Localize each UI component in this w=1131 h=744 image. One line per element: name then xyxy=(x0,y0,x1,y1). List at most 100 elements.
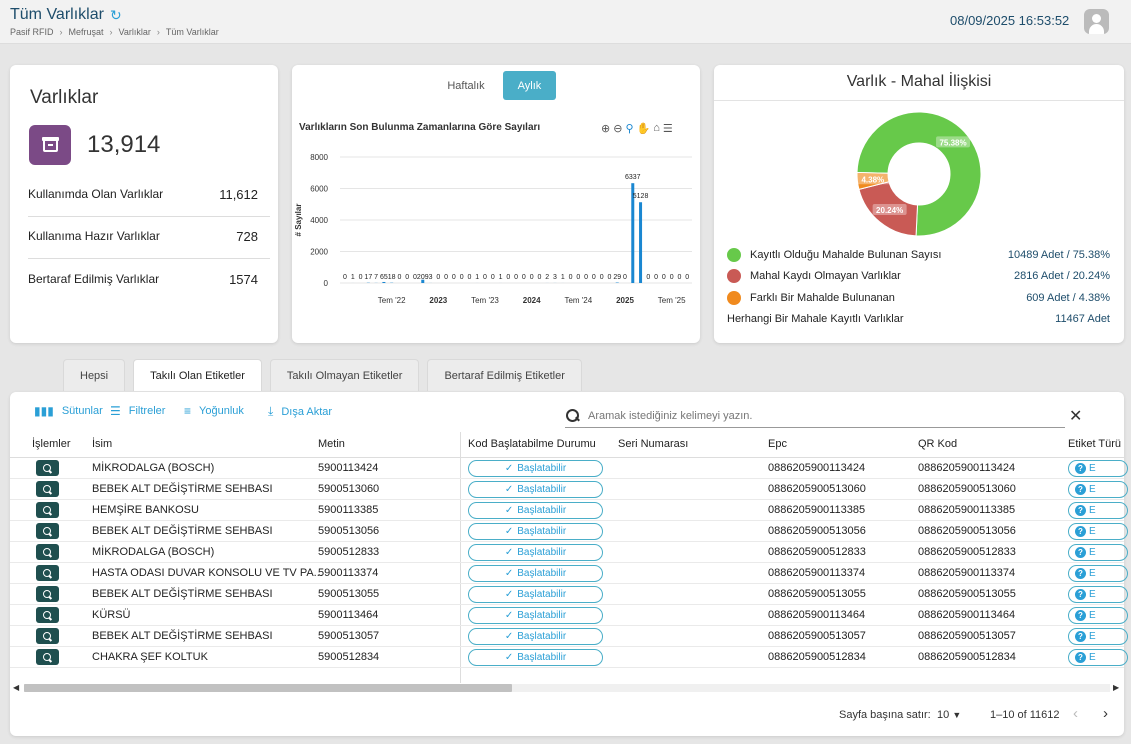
monthly-tab[interactable]: Aylık xyxy=(503,71,556,100)
view-details-button[interactable] xyxy=(36,523,59,539)
next-page-icon[interactable]: › xyxy=(1103,705,1108,722)
zoom-out-icon[interactable]: ⊖ xyxy=(613,123,623,135)
column-header[interactable]: Etiket Türü xyxy=(1068,438,1121,450)
density-button[interactable]: ≡ Yoğunluk xyxy=(184,404,244,418)
search-input[interactable] xyxy=(588,409,1048,422)
bar-data-label: 29 xyxy=(613,274,621,281)
stat-label: Kullanıma Hazır Varlıklar xyxy=(28,229,160,243)
table-row[interactable]: MİKRODALGA (BOSCH) 5900113424 ✓ Başlatabili… xyxy=(10,458,1128,479)
horizontal-scrollbar[interactable]: ◀ ▶ xyxy=(10,681,1124,695)
avatar-icon[interactable] xyxy=(1084,9,1109,34)
column-header[interactable]: Epc xyxy=(768,438,787,450)
bar[interactable] xyxy=(631,183,635,283)
svg-text:4.38%: 4.38% xyxy=(861,175,884,184)
weekly-tab[interactable]: Haftalık xyxy=(447,80,485,92)
column-header[interactable]: QR Kod xyxy=(918,438,958,450)
donut-slice[interactable] xyxy=(856,111,982,237)
stat-value: 728 xyxy=(236,228,258,244)
column-header[interactable]: İşlemler xyxy=(32,438,71,450)
bar[interactable] xyxy=(382,281,386,283)
donut-slice-label: 20.24% xyxy=(872,204,907,216)
bar[interactable] xyxy=(639,202,643,283)
table-row[interactable]: BEBEK ALT DEĞİŞTİRME SEHBASI 5900513056 ✓ B… xyxy=(10,521,1128,542)
view-details-button[interactable] xyxy=(36,649,59,665)
check-icon: ✓ xyxy=(504,568,514,579)
status-badge: ✓ Başlatabilir xyxy=(468,607,603,624)
view-details-button[interactable] xyxy=(36,460,59,476)
bar[interactable] xyxy=(421,279,425,283)
scrollbar-thumb[interactable] xyxy=(24,684,512,692)
search-icon xyxy=(565,408,580,423)
search-icon xyxy=(43,463,52,473)
breadcrumb-item[interactable]: Pasif RFID xyxy=(10,27,54,37)
bar-data-label: 0 xyxy=(584,274,588,281)
prev-page-icon[interactable]: ‹ xyxy=(1073,705,1078,722)
pie-title: Varlık - Mahal İlişkisi xyxy=(846,73,992,90)
check-icon: ✓ xyxy=(504,631,514,642)
view-details-button[interactable] xyxy=(36,586,59,602)
search-icon xyxy=(43,484,52,494)
table-row[interactable]: CHAKRA ŞEF KOLTUK 5900512834 ✓ Başlatabilir… xyxy=(10,647,1128,668)
cell-name: MİKRODALGA (BOSCH) xyxy=(92,462,215,474)
tab-all[interactable]: Hepsi xyxy=(63,359,126,391)
table-row[interactable]: KÜRSÜ 5900113464 ✓ Başlatabilir 088620590011… xyxy=(10,605,1128,626)
magnifier-icon[interactable]: ⚲ xyxy=(625,123,634,135)
x-tick-label: Tem '23 xyxy=(471,296,499,305)
columns-button[interactable]: ▮▮▮ Sütunlar xyxy=(34,404,103,418)
search-icon xyxy=(43,568,52,578)
column-header[interactable]: İsim xyxy=(92,438,113,450)
divider xyxy=(28,216,270,217)
breadcrumb-item[interactable]: Varlıklar xyxy=(118,27,151,37)
bar-data-label: 6337 xyxy=(625,174,641,181)
donut-slice[interactable] xyxy=(856,172,890,191)
scroll-left-icon[interactable]: ◀ xyxy=(13,683,20,692)
question-icon: ? xyxy=(1075,526,1086,537)
filters-button[interactable]: ☰ Filtreler xyxy=(110,404,166,418)
bar-data-label: 5128 xyxy=(633,193,649,200)
pan-hand-icon[interactable]: ✋ xyxy=(636,123,651,135)
table-row[interactable]: HEMŞİRE BANKOSU 5900113385 ✓ Başlatabilir 08… xyxy=(10,500,1128,521)
view-details-button[interactable] xyxy=(36,481,59,497)
view-details-button[interactable] xyxy=(36,628,59,644)
view-details-button[interactable] xyxy=(36,544,59,560)
bar-data-label: 0 xyxy=(514,274,518,281)
column-header[interactable]: Metin xyxy=(318,438,345,450)
cell-qr: 0886205900513057 xyxy=(918,630,1016,642)
zoom-in-icon[interactable]: ⊕ xyxy=(601,123,611,135)
refresh-icon[interactable]: ↻ xyxy=(109,6,122,23)
clear-search-icon[interactable]: ✕ xyxy=(1069,408,1083,425)
breadcrumb-item[interactable]: Mefruşat xyxy=(68,27,104,37)
column-header[interactable]: Seri Numarası xyxy=(618,438,689,450)
search-bar xyxy=(565,404,1065,428)
tab-disposed[interactable]: Bertaraf Edilmiş Etiketler xyxy=(427,359,582,391)
table-row[interactable]: BEBEK ALT DEĞİŞTİRME SEHBASI 5900513060 ✓ B… xyxy=(10,479,1128,500)
view-details-button[interactable] xyxy=(36,502,59,518)
cell-text: 5900513057 xyxy=(318,630,380,642)
table-row[interactable]: BEBEK ALT DEĞİŞTİRME SEHBASI 5900513057 ✓ B… xyxy=(10,626,1128,647)
menu-icon[interactable]: ☰ xyxy=(662,123,673,135)
cell-qr: 0886205900113424 xyxy=(918,462,1016,474)
y-tick-label: 8000 xyxy=(310,153,328,162)
tab-attached[interactable]: Takılı Olan Etiketler xyxy=(133,359,262,391)
table-row[interactable]: BEBEK ALT DEĞİŞTİRME SEHBASI 5900513055 ✓ B… xyxy=(10,584,1128,605)
view-details-button[interactable] xyxy=(36,565,59,581)
bar-data-label: 0 xyxy=(677,274,681,281)
home-icon[interactable]: ⌂ xyxy=(653,122,660,134)
y-tick-label: 4000 xyxy=(310,216,328,225)
export-button[interactable]: ⤓ Dışa Aktar xyxy=(268,404,333,418)
tab-not-attached[interactable]: Takılı Olmayan Etiketler xyxy=(269,359,420,391)
scroll-right-icon[interactable]: ▶ xyxy=(1113,683,1120,692)
bar-data-label: 0 xyxy=(654,274,658,281)
view-details-button[interactable] xyxy=(36,607,59,623)
table-row[interactable]: MİKRODALGA (BOSCH) 5900512833 ✓ Başlatabili… xyxy=(10,542,1128,563)
cell-epc: 0886205900113385 xyxy=(768,504,866,516)
legend-value: 10489 Adet / 75.38% xyxy=(1007,249,1110,261)
scrollbar-track[interactable] xyxy=(24,684,1110,692)
cell-epc: 0886205900513057 xyxy=(768,630,866,642)
table-row[interactable]: HASTA ODASI DUVAR KONSOLU VE TV PA... 590… xyxy=(10,563,1128,584)
rows-per-page-select[interactable]: 10 ▼ xyxy=(937,709,962,721)
legend-label: Farklı Bir Mahalde Bulunanan xyxy=(750,292,895,304)
column-header[interactable]: Kod Başlatabilme Durumu xyxy=(468,438,596,450)
cell-epc: 0886205900513055 xyxy=(768,588,866,600)
